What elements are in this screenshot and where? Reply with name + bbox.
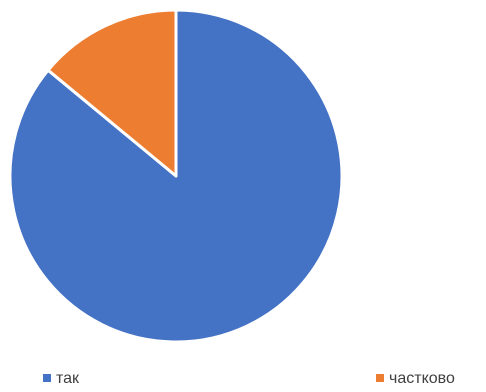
pie-slice-chastkovo — [46, 8, 178, 178]
legend-label-tak: так — [56, 370, 80, 387]
legend-item-chastkovo: частково — [376, 370, 455, 387]
legend-swatch-tak — [43, 374, 51, 382]
legend-swatch-chastkovo — [376, 374, 384, 382]
pie-slices — [8, 8, 344, 344]
legend: так частково — [43, 370, 455, 387]
legend-item-tak: так — [43, 370, 80, 387]
legend-label-chastkovo: частково — [389, 370, 455, 387]
